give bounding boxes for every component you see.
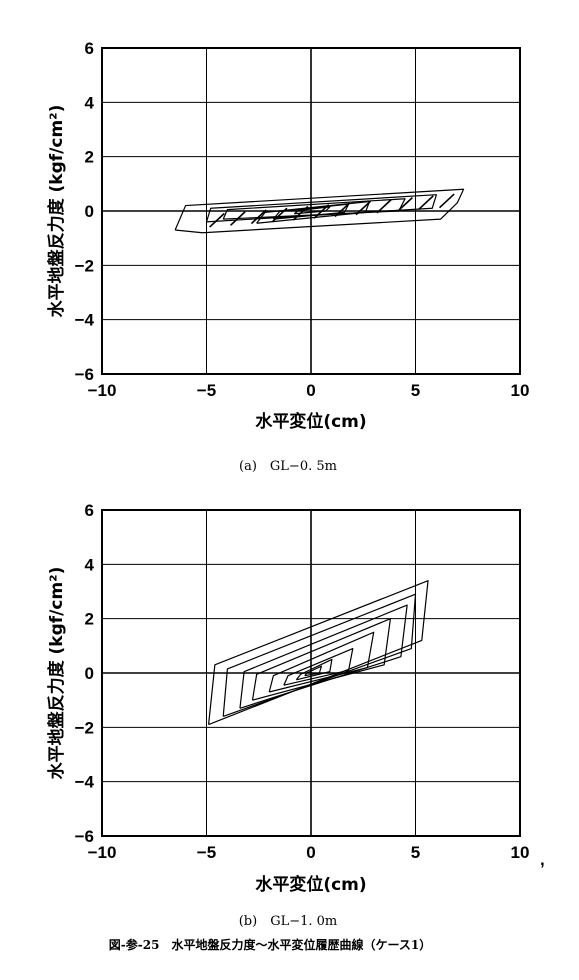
hatch-mark [250, 209, 267, 225]
y-tick-label: 2 [85, 610, 94, 629]
x-tick-label: 10 [511, 843, 530, 862]
hysteresis-loop [268, 631, 375, 693]
hatch-mark [271, 207, 288, 223]
y-tick-labels: 6 4 2 0 −2 −4 −6 [75, 501, 95, 846]
y-tick-label: 0 [85, 664, 94, 683]
x-tick-label: −5 [197, 381, 216, 400]
y-tick-label: −6 [75, 365, 94, 384]
hysteresis-loop [283, 647, 354, 686]
hatch-mark [334, 202, 351, 218]
y-axis-label: 水平地盤反力度 (kgf/cm²) [46, 567, 67, 780]
y-tick-label: −4 [75, 311, 95, 330]
x-tick-labels: −10 −5 0 5 10 [88, 843, 530, 862]
hatch-mark [376, 198, 393, 214]
y-tick-labels: 6 4 2 0 −2 −4 −6 [75, 39, 95, 384]
hatch-mark [313, 204, 330, 219]
y-tick-label: 0 [85, 202, 94, 221]
chart-caption: (a) GL−0. 5m [239, 459, 337, 474]
y-tick-label: 6 [85, 501, 94, 520]
series-group [207, 580, 429, 726]
hysteresis-loop [295, 658, 333, 681]
hatch-mark [355, 200, 372, 216]
x-tick-label: 0 [306, 381, 315, 400]
y-tick-label: −2 [75, 256, 94, 275]
hatch-mark [292, 205, 309, 221]
series-group [174, 188, 465, 234]
hysteresis-loop [207, 580, 429, 726]
chart-b: 6 4 2 0 −2 −4 −6 −10 −5 0 5 10 水平変位(cm) 水平地盤反力度 (k… [46, 501, 529, 929]
y-tick-label: −6 [75, 827, 94, 846]
hatch-mark [209, 212, 225, 228]
y-tick-label: 4 [85, 555, 95, 574]
hatch-mark [418, 195, 434, 211]
hatch-mark [438, 193, 455, 209]
hysteresis-loop [293, 206, 331, 215]
y-tick-label: 6 [85, 39, 94, 58]
hatch-mark [397, 197, 413, 212]
hatch-mark [229, 211, 246, 226]
y-tick-label: −4 [75, 773, 95, 792]
hysteresis-loop [304, 665, 323, 677]
grid [102, 510, 520, 836]
hysteresis-loop [239, 604, 408, 709]
hysteresis-loop [222, 198, 406, 220]
hysteresis-loop [174, 188, 465, 234]
x-tick-label: 5 [411, 843, 420, 862]
y-tick-label: 2 [85, 148, 94, 167]
y-tick-label: −2 [75, 718, 94, 737]
x-axis-label: 水平変位(cm) [255, 411, 366, 432]
y-tick-label: 4 [85, 93, 95, 112]
x-tick-labels: −10 −5 0 5 10 [88, 381, 530, 400]
grid [102, 48, 520, 374]
x-tick-label: 0 [306, 843, 315, 862]
chart-a: 6 4 2 0 −2 −4 −6 −10 −5 0 5 10 水平変位(cm) 水平地盤反力度 (k… [46, 39, 529, 474]
y-axis-label: 水平地盤反力度 (kgf/cm²) [46, 105, 67, 318]
hysteresis-loop [222, 593, 417, 718]
stray-mark: , [540, 850, 545, 869]
chart-caption: (b) GL−1. 0m [239, 914, 338, 929]
x-tick-label: −5 [197, 843, 216, 862]
x-tick-label: 5 [411, 381, 420, 400]
figure-caption: 図-参-25 水平地盤反力度〜水平変位履歴曲線（ケース1） [109, 937, 431, 952]
x-tick-label: 10 [511, 381, 530, 400]
x-tick-label: −10 [88, 843, 117, 862]
x-axis-label: 水平変位(cm) [255, 874, 366, 895]
x-tick-label: −10 [88, 381, 117, 400]
hysteresis-loop [251, 618, 392, 701]
